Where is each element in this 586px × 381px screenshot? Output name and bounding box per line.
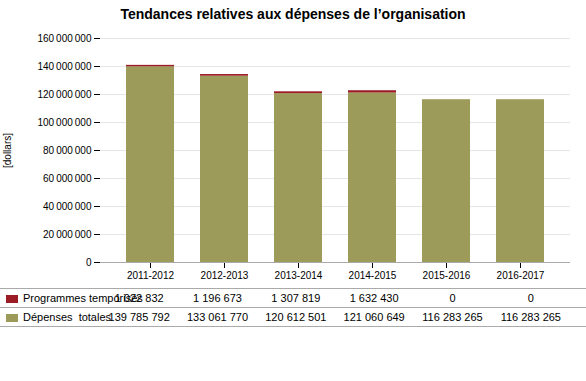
html-text:133 061 770: 133 061 770 — [186, 311, 249, 323]
html-text:1 022 832: 1 022 832 — [114, 292, 164, 304]
svg-text:[dollars]: [dollars] — [2, 133, 13, 168]
svg-text:0: 0 — [86, 257, 92, 268]
html-text:120 612 501: 120 612 501 — [265, 311, 327, 323]
svg-text:40 000 000: 40 000 000 — [43, 201, 92, 212]
svg-text:2016-2017: 2016-2017 — [497, 270, 545, 281]
html-text:1 632 430: 1 632 430 — [349, 292, 399, 304]
svg-text:80 000 000: 80 000 000 — [43, 145, 92, 156]
svg-text:2014-2015: 2014-2015 — [349, 270, 397, 281]
html-text:Tendances relatives aux dépens: Tendances relatives aux dépenses de l’or… — [120, 6, 466, 22]
html-text:0: 0 — [527, 292, 534, 304]
svg-text:2012-2013: 2012-2013 — [201, 270, 249, 281]
svg-text:160 000 000: 160 000 000 — [37, 33, 91, 44]
html-text:Programmes temporisés: Programmes temporisés — [23, 292, 143, 304]
svg-text:140 000 000: 140 000 000 — [37, 61, 91, 72]
html-text:1 196 673: 1 196 673 — [193, 292, 242, 304]
html-text:1 307 819: 1 307 819 — [271, 292, 321, 304]
svg-text:2013-2014: 2013-2014 — [275, 270, 323, 281]
html-text:116 283 265: 116 283 265 — [422, 311, 483, 323]
svg-text:20 000 000: 20 000 000 — [43, 229, 92, 240]
svg-text:120 000 000: 120 000 000 — [37, 89, 91, 100]
html-text:139 785 792: 139 785 792 — [108, 311, 170, 323]
svg-text:2011-2012: 2011-2012 — [127, 270, 175, 281]
html-text:121 060 649: 121 060 649 — [343, 311, 405, 323]
svg-text:100 000 000: 100 000 000 — [37, 117, 91, 128]
html-text:0: 0 — [449, 292, 456, 304]
html-text:116 283 265: 116 283 265 — [500, 311, 561, 323]
svg-text:60 000 000: 60 000 000 — [43, 173, 92, 184]
html-text:Dépenses totales: Dépenses totales — [23, 311, 112, 323]
svg-text:2015-2016: 2015-2016 — [423, 270, 471, 281]
